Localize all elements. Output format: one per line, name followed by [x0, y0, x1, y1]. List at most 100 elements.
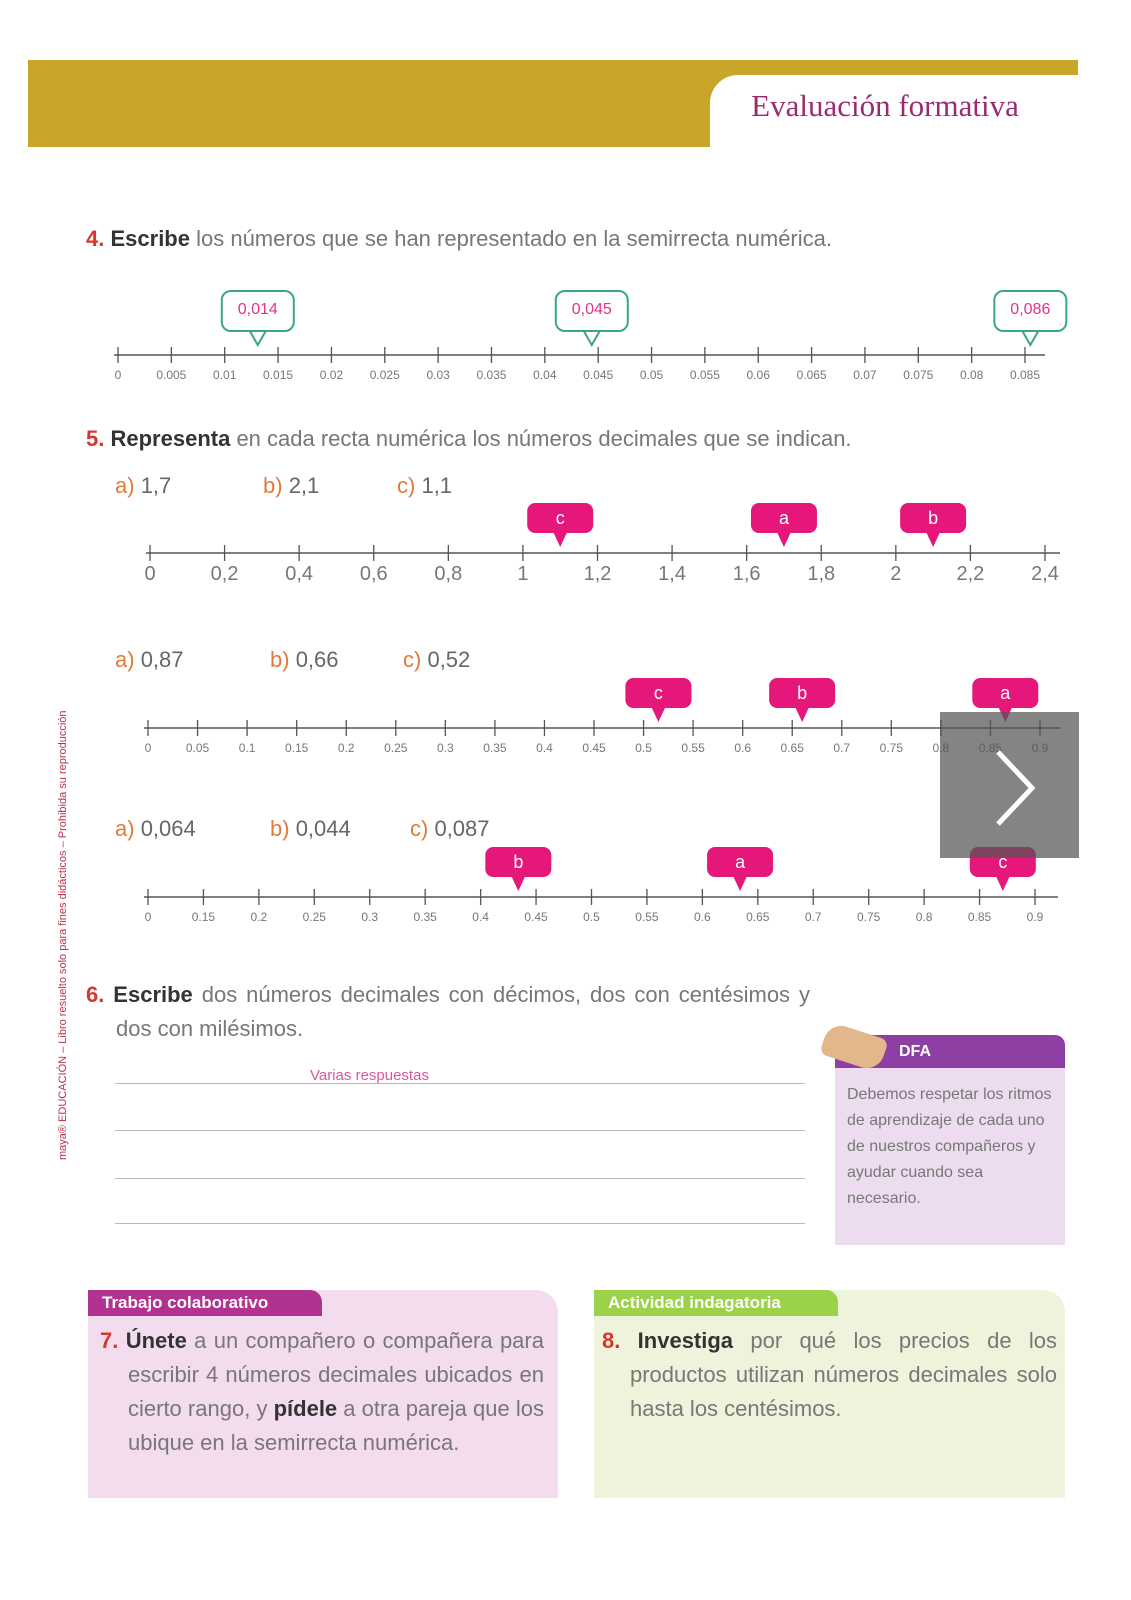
question-verb: Representa — [110, 426, 231, 451]
item-letter: b) — [270, 816, 290, 841]
page-title: Evaluación formativa — [751, 88, 1019, 123]
tick-label: 0 — [145, 741, 152, 755]
tick-label: 1 — [517, 563, 528, 585]
item-letter: b) — [270, 647, 290, 672]
item-value: 1,1 — [421, 473, 453, 498]
marker-letter: c — [998, 852, 1007, 872]
tick-label: 0.05 — [640, 368, 664, 382]
marker: a — [707, 847, 774, 891]
item-value: 1,7 — [140, 473, 172, 498]
callout-box — [554, 290, 629, 332]
box-tag: Actividad indagatoria — [594, 1290, 838, 1316]
marker-pointer — [795, 707, 810, 722]
question-verb: Únete — [125, 1328, 187, 1353]
tick-label: 2 — [890, 563, 901, 585]
box-text: 7. Únete a un compañero o compañera para… — [100, 1324, 544, 1460]
tick-label: 0.07 — [853, 368, 877, 382]
callout-text: 0,086 — [1010, 301, 1050, 318]
callout-box — [220, 290, 295, 332]
question-number: 6. — [86, 982, 105, 1007]
tick-label: 0.45 — [582, 741, 606, 755]
tick-label: 0.02 — [320, 368, 344, 382]
marker-box — [485, 847, 552, 877]
tick-label: 0.05 — [186, 741, 210, 755]
marker-box — [769, 678, 836, 708]
question-4: 4. Escribe los números que se han repres… — [86, 226, 832, 252]
tick-label: 0.045 — [583, 368, 613, 382]
tick-label: 0.65 — [781, 741, 805, 755]
answer-text: Varias respuestas — [310, 1067, 429, 1084]
item-letter: a) — [115, 473, 135, 498]
writing-line — [115, 1223, 805, 1224]
question-verb: Escribe — [113, 982, 193, 1007]
tick-label: 0.2 — [338, 741, 355, 755]
tick-label: 0.5 — [635, 741, 652, 755]
question-text: a otra pareja que los ubique en la semir… — [128, 1396, 544, 1455]
item: b) 0,66 — [270, 647, 339, 673]
tick-label: 0.7 — [833, 741, 850, 755]
tick-label: 0.75 — [857, 910, 881, 924]
marker-box — [527, 503, 594, 533]
tick-label: 1,8 — [807, 563, 835, 585]
tick-label: 0 — [115, 368, 122, 382]
tick-label: 0.4 — [536, 741, 553, 755]
next-arrow — [996, 750, 1036, 826]
tick-label: 0 — [145, 910, 152, 924]
item-letter: c) — [397, 473, 416, 498]
tick-label: 0.65 — [746, 910, 770, 924]
tick-label: 0.15 — [285, 741, 309, 755]
item: b) 2,1 — [263, 473, 319, 499]
callout-text: 0,045 — [572, 301, 612, 318]
item: c) 1,1 — [397, 473, 452, 499]
box-text: 8. Investiga por qué los precios de los … — [602, 1324, 1057, 1426]
header-tab — [710, 75, 1078, 147]
marker-pointer — [511, 876, 526, 891]
tick-label: 0.75 — [880, 741, 904, 755]
callout-box — [993, 290, 1068, 332]
question-verb: Investiga — [637, 1328, 734, 1353]
question-text: los números que se han representado en l… — [189, 226, 832, 251]
tick-label: 1,2 — [584, 563, 612, 585]
callout-text: 0,014 — [238, 301, 278, 318]
tick-label: 0.005 — [156, 368, 186, 382]
item-letter: a) — [115, 647, 135, 672]
answer-callout: 0,045 — [554, 290, 629, 348]
tick-label: 0.1 — [239, 741, 256, 755]
callout-pointer — [1021, 330, 1040, 348]
next-button[interactable] — [940, 712, 1079, 858]
marker-pointer — [733, 876, 748, 891]
tick-label: 0.25 — [384, 741, 408, 755]
tick-label: 0.5 — [583, 910, 600, 924]
tick-label: 0.085 — [1010, 368, 1040, 382]
research-box: Actividad indagatoria 8. Investiga por q… — [594, 1290, 1065, 1498]
marker: b — [900, 503, 967, 547]
tick-label: 0.85 — [968, 910, 992, 924]
marker-letter: c — [556, 508, 565, 528]
tick-label: 0.3 — [437, 741, 454, 755]
tick-label: 0.015 — [263, 368, 293, 382]
marker: b — [769, 678, 836, 722]
item: a) 0,87 — [115, 647, 184, 673]
item: b) 0,044 — [270, 816, 351, 842]
tick-label: 0.04 — [533, 368, 557, 382]
item-letter: c) — [403, 647, 422, 672]
question-verb: Escribe — [110, 226, 190, 251]
writing-line — [115, 1130, 805, 1131]
question-verb: pídele — [273, 1396, 338, 1421]
item-value: 0,087 — [434, 816, 490, 841]
tick-label: 0.7 — [805, 910, 822, 924]
question-text: dos números decimales con décimos, dos c… — [116, 982, 810, 1041]
item-value: 2,1 — [288, 473, 320, 498]
answer-callout: 0,086 — [993, 290, 1068, 348]
tick-label: 0.055 — [690, 368, 720, 382]
item-value: 0,044 — [295, 816, 351, 841]
writing-line — [115, 1083, 805, 1084]
tick-label: 0.03 — [426, 368, 450, 382]
callout-pointer — [248, 330, 267, 348]
item: a) 0,064 — [115, 816, 196, 842]
marker: b — [485, 847, 552, 891]
marker: a — [750, 503, 817, 547]
question-5: 5. Representa en cada recta numérica los… — [86, 426, 852, 452]
tick-label: 0,8 — [434, 563, 462, 585]
